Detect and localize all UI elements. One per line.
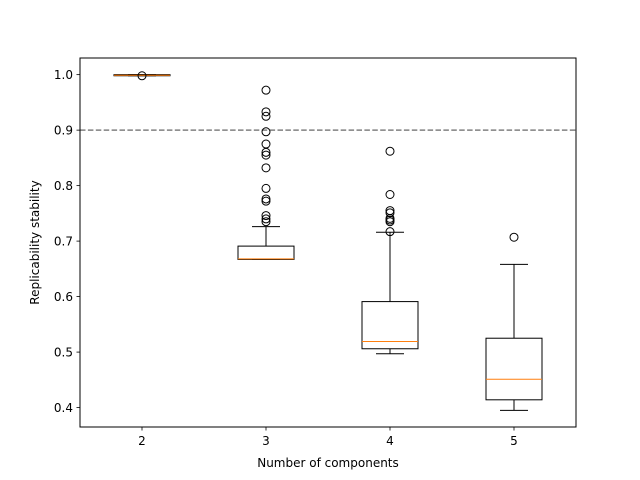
box-5 bbox=[485, 232, 543, 411]
box-4-outlier-6 bbox=[385, 190, 395, 200]
y-tick-label-3: 0.7 bbox=[54, 234, 73, 248]
box-2 bbox=[113, 71, 171, 81]
box-5-iqr bbox=[485, 337, 543, 401]
box-3-outlier-7 bbox=[261, 150, 271, 160]
y-tick-label-4: 0.8 bbox=[54, 179, 73, 193]
box-3-outlier-3 bbox=[261, 196, 271, 206]
box-3-outlier-4 bbox=[261, 194, 271, 204]
box-3-outlier-9 bbox=[261, 139, 271, 149]
plot-frame bbox=[79, 57, 577, 428]
x-tick-label-2: 2 bbox=[138, 434, 146, 448]
y-tick-label-5: 0.9 bbox=[54, 123, 73, 137]
x-tick-label-4: 4 bbox=[386, 434, 394, 448]
box-3-outlier-13 bbox=[261, 85, 271, 95]
x-tick-label-3: 3 bbox=[262, 434, 270, 448]
x-tick-label-5: 5 bbox=[510, 434, 518, 448]
box-3-outlier-11 bbox=[261, 111, 271, 121]
box-3-iqr bbox=[237, 245, 295, 260]
y-tick-label-0: 0.4 bbox=[54, 401, 73, 415]
box-3-outlier-1 bbox=[261, 214, 271, 224]
plot-area bbox=[80, 71, 576, 411]
box-3-outlier-10 bbox=[261, 127, 271, 137]
y-axis: 0.4 0.5 0.6 0.7 0.8 0.9 1.0 bbox=[54, 68, 80, 415]
box-4-outlier-7 bbox=[385, 146, 395, 156]
box-3-outlier-6 bbox=[261, 163, 271, 173]
box-3-outlier-2 bbox=[261, 211, 271, 221]
box-3-outlier-5 bbox=[261, 183, 271, 193]
box-4-iqr bbox=[361, 301, 419, 350]
x-axis: 2 3 4 5 bbox=[138, 427, 518, 448]
box-2-outlier-0 bbox=[137, 71, 147, 81]
y-tick-label-6: 1.0 bbox=[54, 68, 73, 82]
y-axis-label: Replicability stability bbox=[28, 180, 42, 304]
x-axis-label: Number of components bbox=[257, 456, 399, 470]
y-tick-label-2: 0.6 bbox=[54, 290, 73, 304]
y-tick-label-1: 0.5 bbox=[54, 345, 73, 359]
box-3-outlier-12 bbox=[261, 107, 271, 117]
box-4 bbox=[361, 146, 419, 355]
box-5-outlier-0 bbox=[509, 232, 519, 242]
box-4-outlier-5 bbox=[385, 206, 395, 216]
box-3 bbox=[237, 85, 295, 260]
box-4-outlier-0 bbox=[385, 227, 395, 237]
box-4-outlier-4 bbox=[385, 208, 395, 218]
box-3-outlier-0 bbox=[261, 217, 271, 227]
